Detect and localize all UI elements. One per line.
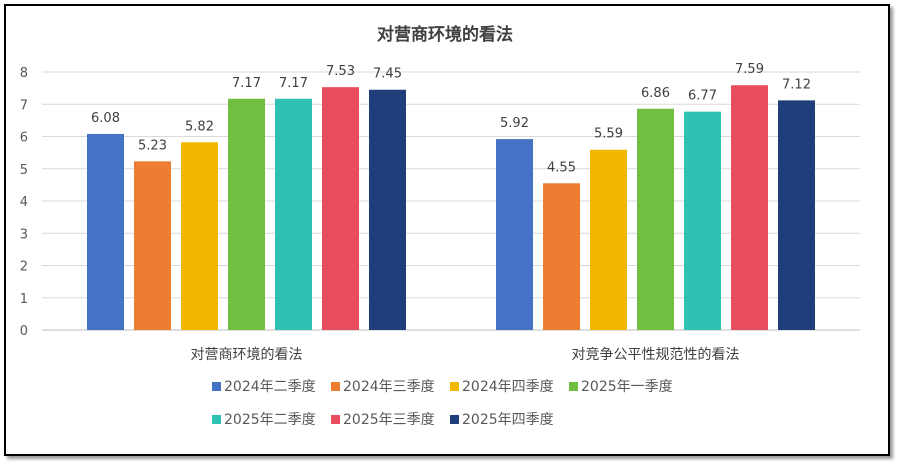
legend-label: 2024年三季度 [343, 379, 435, 395]
legend-label: 2025年四季度 [462, 412, 554, 428]
data-label: 6.08 [91, 111, 120, 126]
legend-label: 2025年二季度 [224, 412, 316, 428]
bar [228, 98, 265, 330]
data-label: 6.86 [641, 86, 670, 101]
legend-swatch [212, 415, 221, 424]
data-label: 5.23 [138, 138, 167, 153]
y-tick-label: 8 [20, 66, 28, 81]
bar [684, 111, 721, 330]
bar [637, 108, 674, 330]
legend-label: 2025年一季度 [581, 379, 673, 395]
bar [134, 161, 171, 330]
legend-swatch [569, 382, 578, 391]
data-label: 5.59 [594, 127, 623, 142]
data-label: 7.12 [782, 77, 811, 92]
data-label: 7.59 [735, 62, 764, 77]
bar [181, 142, 218, 330]
data-label: 7.17 [232, 76, 261, 91]
bar [369, 89, 406, 330]
data-label: 7.17 [279, 76, 308, 91]
legend-label: 2024年四季度 [462, 379, 554, 395]
chart-title: 对营商环境的看法 [377, 24, 513, 45]
legend-label: 2024年二季度 [224, 379, 316, 395]
legend-swatch [331, 415, 340, 424]
bar [496, 139, 533, 330]
legend-swatch [212, 382, 221, 391]
y-tick-label: 2 [20, 260, 28, 275]
data-label: 5.92 [500, 116, 529, 131]
data-label: 4.55 [547, 160, 576, 175]
data-label: 7.53 [326, 64, 355, 79]
y-tick-label: 0 [20, 324, 28, 339]
y-tick-label: 3 [20, 227, 28, 242]
bar [322, 87, 359, 330]
y-tick-label: 5 [20, 163, 28, 178]
y-tick-label: 6 [20, 131, 28, 146]
bar [275, 98, 312, 330]
bar [731, 85, 768, 330]
legend-label: 2025年三季度 [343, 412, 435, 428]
data-label: 7.45 [373, 67, 402, 82]
legend-swatch [331, 382, 340, 391]
x-category-label: 对竞争公平性规范性的看法 [572, 346, 740, 363]
data-label: 5.82 [185, 119, 214, 134]
bar [590, 149, 627, 330]
y-tick-label: 4 [20, 195, 28, 210]
x-category-label: 对营商环境的看法 [191, 347, 303, 363]
legend-swatch [450, 382, 459, 391]
y-tick-label: 1 [20, 292, 28, 307]
data-label: 6.77 [688, 89, 717, 104]
bar [87, 133, 124, 330]
bar [778, 100, 815, 330]
legend-swatch [450, 415, 459, 424]
bar [543, 183, 580, 330]
y-tick-label: 7 [20, 98, 28, 113]
